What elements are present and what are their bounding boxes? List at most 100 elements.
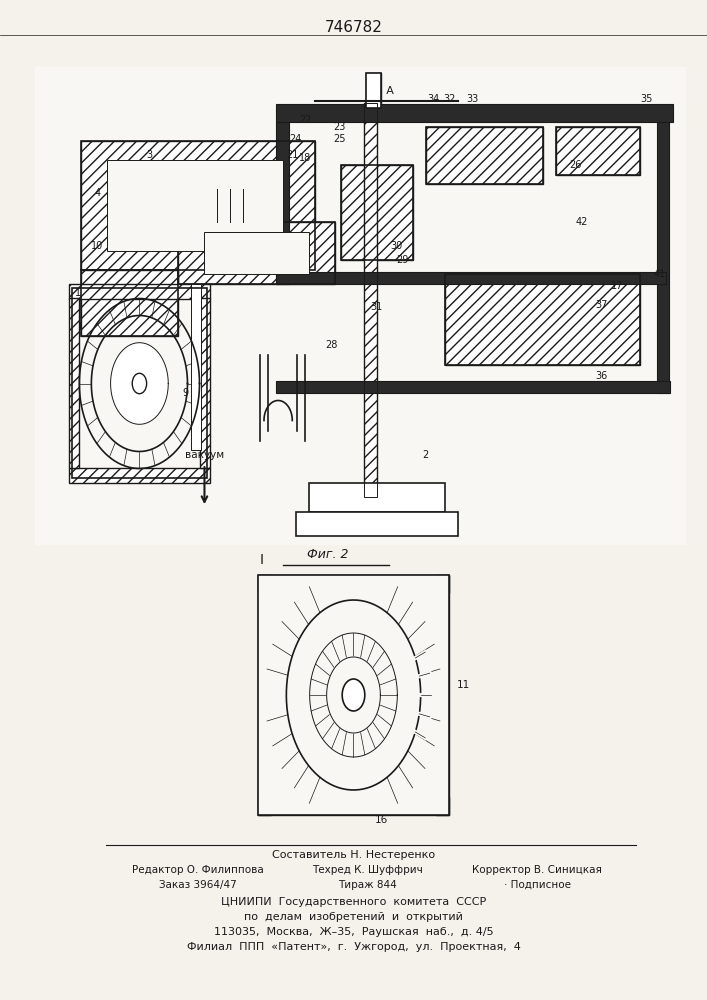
Text: 746782: 746782 [325, 20, 382, 35]
Text: 25: 25 [333, 134, 345, 144]
Text: 11: 11 [457, 680, 469, 690]
Bar [81, 141, 315, 270]
Text: 28: 28 [325, 340, 337, 351]
Text: 2: 2 [423, 450, 428, 460]
Bar [308, 483, 445, 512]
Text: 8: 8 [193, 407, 199, 417]
Text: 6: 6 [139, 369, 146, 379]
Text: Филиал  ППП  «Патент»,  г.  Ужгород,  ул.  Проектная,  4: Филиал ППП «Патент», г. Ужгород, ул. Про… [187, 942, 520, 952]
Bar [69, 468, 210, 483]
Bar [192, 284, 201, 450]
Text: ЦНИИПИ  Государственного  комитета  СССР: ЦНИИПИ Государственного комитета СССР [221, 897, 486, 907]
Text: вакуум: вакуум [185, 450, 224, 460]
Text: 6: 6 [438, 735, 445, 745]
Bar [178, 222, 334, 284]
Text: 36: 36 [595, 371, 607, 381]
Circle shape [110, 343, 168, 424]
Text: 33: 33 [467, 94, 479, 104]
Text: 17: 17 [612, 281, 624, 291]
Text: 26: 26 [569, 160, 581, 170]
Text: 30: 30 [390, 241, 402, 251]
Text: 22: 22 [299, 115, 312, 125]
Bar [81, 270, 178, 336]
Bar [426, 127, 543, 184]
Text: 10: 10 [91, 241, 103, 251]
Text: 20: 20 [214, 236, 227, 246]
Circle shape [327, 657, 380, 733]
Text: 5: 5 [265, 660, 272, 670]
Bar [258, 575, 449, 815]
Bar [69, 298, 79, 468]
Text: Корректор В. Синицкая: Корректор В. Синицкая [472, 865, 602, 875]
Text: 21: 21 [286, 150, 298, 160]
Bar [276, 122, 288, 284]
Bar [107, 160, 283, 250]
Bar [341, 165, 413, 260]
Text: 23: 23 [333, 122, 345, 132]
Circle shape [132, 373, 146, 394]
Text: Составитель Н. Нестеренко: Составитель Н. Нестеренко [272, 850, 435, 860]
Text: 1: 1 [74, 288, 81, 298]
Text: Фиг. 3: Фиг. 3 [333, 794, 374, 806]
Bar [366, 73, 381, 108]
Text: 15: 15 [308, 785, 321, 795]
Text: 37: 37 [595, 300, 607, 310]
Bar [445, 274, 641, 364]
Bar [364, 103, 377, 497]
Text: 41: 41 [654, 269, 666, 279]
Text: Тираж 844: Тираж 844 [338, 880, 397, 890]
Bar [69, 284, 210, 298]
Text: I: I [79, 322, 82, 332]
Text: Редактор О. Филиппова: Редактор О. Филиппова [132, 865, 264, 875]
Text: 3: 3 [146, 150, 152, 160]
Text: Техред К. Шуффрич: Техред К. Шуффрич [312, 865, 423, 875]
Text: 5: 5 [120, 198, 127, 208]
Text: 4: 4 [94, 188, 100, 198]
Text: 24: 24 [289, 134, 302, 144]
Bar [366, 73, 381, 108]
Text: 35: 35 [641, 94, 653, 104]
Bar [556, 127, 641, 174]
Bar [276, 381, 670, 393]
Bar [341, 165, 413, 260]
Bar [296, 512, 458, 536]
Text: по  делам  изобретений  и  открытий: по делам изобретений и открытий [244, 912, 463, 922]
Text: 42: 42 [575, 217, 588, 227]
Text: 29: 29 [397, 255, 409, 265]
Text: 113035,  Москва,  Ж–35,  Раушская  наб.,  д. 4/5: 113035, Москва, Ж–35, Раушская наб., д. … [214, 927, 493, 937]
Bar [258, 797, 449, 815]
Text: 32: 32 [443, 94, 456, 104]
Bar [445, 274, 641, 364]
Bar [436, 575, 449, 815]
Bar [178, 222, 334, 284]
Bar [258, 575, 271, 815]
Text: 34: 34 [427, 94, 440, 104]
Bar [556, 127, 641, 174]
Text: 15: 15 [224, 250, 237, 260]
Bar [35, 67, 686, 545]
Bar [81, 141, 315, 270]
Text: 18: 18 [299, 153, 311, 163]
Bar [364, 103, 377, 497]
Bar [276, 104, 673, 122]
Text: I: I [259, 553, 264, 567]
Text: 7: 7 [410, 620, 417, 630]
Bar [426, 127, 543, 184]
Bar [276, 272, 666, 284]
Bar [657, 122, 670, 393]
Bar [258, 575, 449, 593]
Circle shape [342, 679, 365, 711]
Bar [72, 288, 206, 478]
Text: 7: 7 [159, 364, 165, 374]
Bar [204, 232, 308, 274]
Text: А – А: А – А [366, 86, 394, 96]
Bar [199, 298, 210, 468]
Text: Фиг. 2: Фиг. 2 [308, 548, 349, 561]
Text: 9: 9 [182, 388, 188, 398]
Text: · Подписное: · Подписное [504, 880, 571, 890]
Bar [81, 270, 178, 336]
Text: 16: 16 [375, 815, 388, 825]
Text: 31: 31 [370, 302, 383, 312]
Text: Заказ 3964/47: Заказ 3964/47 [159, 880, 237, 890]
Text: 27: 27 [370, 507, 383, 517]
